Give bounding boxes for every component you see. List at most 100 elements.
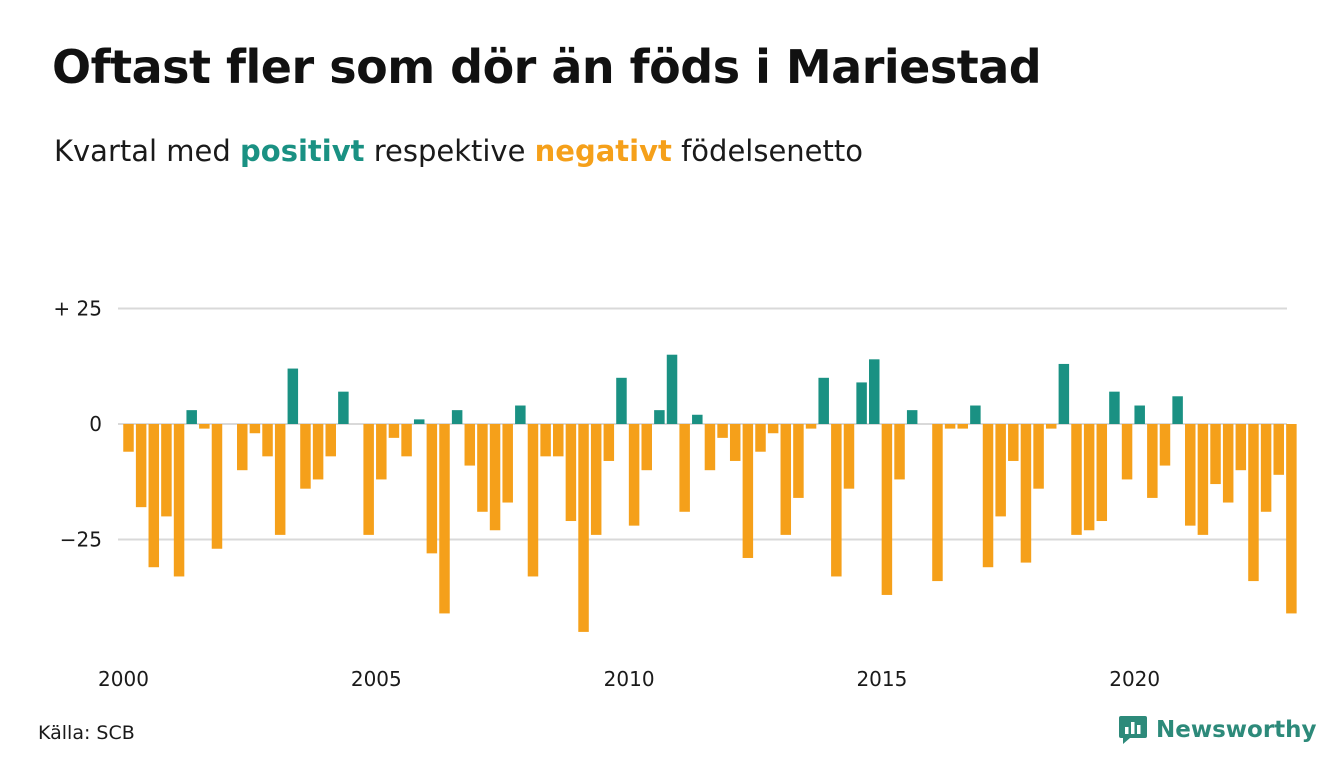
bar (1083, 424, 1095, 531)
bar (1197, 424, 1209, 535)
bar (413, 419, 425, 424)
bar (1020, 424, 1032, 563)
bar (755, 424, 766, 452)
bar (590, 424, 602, 535)
bar (1071, 424, 1082, 535)
bar (1286, 424, 1297, 614)
y-tick-label: + 25 (53, 297, 102, 321)
chart-title: Oftast fler som dör än föds i Mariestad (52, 40, 1042, 94)
x-tick-label: 2000 (98, 667, 149, 691)
bar (1147, 424, 1158, 498)
bar (439, 424, 450, 614)
bar (616, 377, 627, 424)
bar (982, 424, 994, 568)
bar (338, 391, 349, 424)
bar (641, 424, 652, 471)
bar (1273, 424, 1284, 475)
bar (565, 424, 577, 522)
bar (881, 424, 893, 595)
bar (249, 424, 261, 434)
subtitle-prefix: Kvartal med (54, 134, 231, 168)
bar (1235, 424, 1247, 471)
bar (199, 424, 210, 429)
bar (123, 424, 134, 452)
bar (1159, 424, 1171, 466)
bar (603, 424, 615, 461)
bar (173, 424, 185, 577)
bar (540, 424, 551, 457)
source-label: Källa: SCB (38, 722, 135, 744)
x-tick-label: 2010 (604, 667, 655, 691)
bar (553, 424, 564, 457)
bar (970, 405, 981, 424)
bar (805, 424, 817, 429)
x-tick-label: 2020 (1109, 667, 1160, 691)
bar (186, 410, 197, 424)
bar (502, 424, 513, 503)
bar (300, 424, 311, 489)
bar (780, 424, 792, 535)
bar (944, 424, 956, 429)
bar (995, 424, 1006, 517)
subtitle-suffix: födelsenetto (681, 134, 863, 168)
bar (856, 382, 867, 424)
bar (831, 424, 842, 577)
subtitle-positive: positivt (240, 134, 365, 168)
subtitle-negative: negativt (534, 134, 672, 168)
bar (1134, 405, 1145, 424)
bar (211, 424, 223, 549)
bar (287, 368, 299, 424)
bar (1222, 424, 1234, 503)
bar (1033, 424, 1044, 489)
bar (1058, 363, 1070, 424)
bar (451, 410, 463, 424)
bar (401, 424, 412, 457)
bar (793, 424, 804, 498)
bar (628, 424, 640, 526)
bar (1121, 424, 1133, 480)
bar (161, 424, 172, 517)
chart-subtitle: Kvartal med positivt respektive negativt… (54, 134, 863, 168)
bar (1045, 424, 1057, 429)
bar (1248, 424, 1259, 582)
bar (906, 410, 918, 424)
bar (692, 414, 703, 424)
y-tick-label: 0 (89, 412, 102, 436)
bar (818, 377, 829, 424)
bar (767, 424, 779, 434)
bar (1096, 424, 1108, 522)
bar (932, 424, 943, 582)
bar (1008, 424, 1019, 461)
bar (376, 424, 387, 480)
bar (477, 424, 488, 512)
bar (312, 424, 324, 480)
bar (426, 424, 438, 554)
x-tick-label: 2005 (351, 667, 402, 691)
bar (578, 424, 589, 632)
bar (957, 424, 968, 429)
bar (666, 354, 678, 424)
bar (654, 410, 665, 424)
bar (729, 424, 741, 461)
brand-logo: Newsworthy (1118, 714, 1317, 746)
bar (717, 424, 728, 438)
bar (274, 424, 286, 535)
bar (388, 424, 400, 438)
bar (869, 359, 880, 424)
bar-chart: + 25 0 −25 2000 2005 2010 2015 2020 (53, 297, 1297, 691)
bar (325, 424, 336, 457)
bar (527, 424, 539, 577)
bar (489, 424, 501, 531)
bar (1260, 424, 1272, 512)
bar (1109, 391, 1120, 424)
bar (262, 424, 273, 457)
bar (515, 405, 526, 424)
newsworthy-logo-icon (1119, 716, 1147, 744)
bar (135, 424, 147, 508)
bar (894, 424, 905, 480)
bar (742, 424, 754, 558)
bar (679, 424, 690, 512)
x-tick-label: 2015 (856, 667, 907, 691)
bar (363, 424, 374, 535)
bar (237, 424, 248, 471)
